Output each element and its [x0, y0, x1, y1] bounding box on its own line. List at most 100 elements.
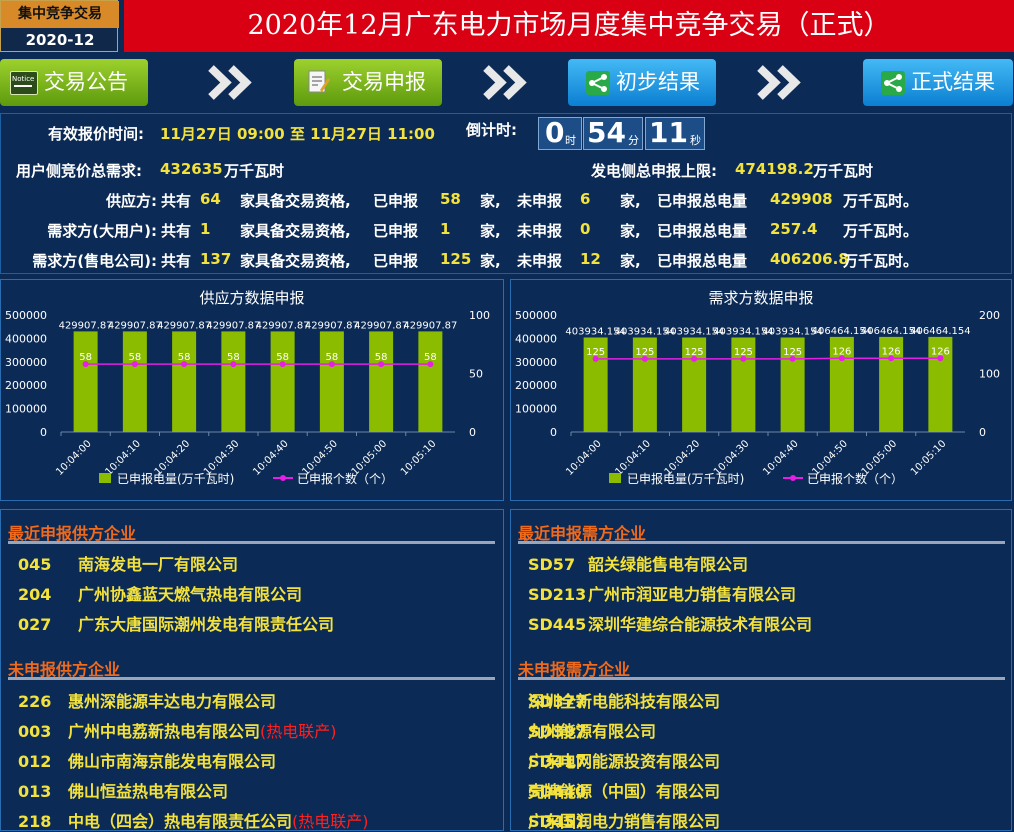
company-name: 壳牌能源（中国）有限公司 [528, 782, 721, 801]
demand-label: 用户侧竞价总需求: [16, 162, 142, 180]
y-tick-label: 300000 [515, 356, 557, 369]
time-label: 有效报价时间: [48, 125, 144, 143]
company-name: 广东电网能源投资有限公司 [528, 752, 721, 771]
list-item[interactable]: SD445 深圳华建综合能源技术有限公司 [528, 611, 812, 635]
list-item[interactable]: 013 佛山恒益热电有限公司 [18, 778, 228, 802]
legend-bar-label: 已申报电量(万千瓦时) [117, 471, 234, 486]
list-item[interactable]: 204 广州协鑫蓝天燃气热电有限公司 [18, 581, 302, 605]
text-energy: 已申报总电量 [657, 222, 748, 240]
line-data-label: 58 [227, 352, 240, 363]
y-tick-label: 500000 [5, 309, 47, 322]
recent-supply-title: 最近申报供方企业 [8, 524, 137, 543]
text-undeclared: 未申报 [517, 192, 563, 210]
line-data-label: 126 [931, 346, 950, 357]
y-tick-label: 100000 [5, 403, 47, 416]
text-energy: 已申报总电量 [657, 192, 748, 210]
line-point [230, 361, 237, 368]
company-name: 佛山市南海京能发电有限公司 [68, 752, 277, 771]
party-total: 1 [200, 220, 211, 238]
text-home: 家, [480, 222, 501, 240]
legend-bar-label: 已申报电量(万千瓦时) [627, 471, 744, 486]
company-name: 中电（四会）热电有限责任公司 [68, 812, 293, 831]
line-data-label: 58 [424, 352, 437, 363]
party-label: 需求方(售电公司): [32, 252, 157, 270]
party-energy: 429908 [770, 190, 833, 208]
list-item[interactable]: 012 佛山市南海京能发电有限公司 [18, 748, 276, 772]
company-code: 218 [18, 812, 52, 831]
divider [8, 541, 495, 544]
preliminary-result-button[interactable]: 初步结果 [568, 59, 716, 106]
company-code: 027 [18, 615, 52, 634]
list-item[interactable]: SD417广东电网能源投资有限公司 [528, 752, 721, 771]
text-total: 共有 [161, 222, 192, 240]
list-item[interactable]: SD57 韶关绿能售电有限公司 [528, 551, 748, 575]
list-item[interactable]: SD377深圳全新电能科技有限公司 [528, 692, 721, 711]
official-result-button[interactable]: 正式结果 [863, 59, 1013, 106]
company-code: 226 [18, 692, 52, 711]
text-total: 共有 [161, 252, 192, 270]
line-data-label: 126 [882, 346, 901, 357]
y-tick-label: 300000 [5, 356, 47, 369]
chart-title: 需求方数据申报 [708, 289, 814, 307]
company-name: 佛山恒益热电有限公司 [68, 782, 229, 801]
legend-bar-swatch [609, 473, 621, 483]
legend-bar-swatch [99, 473, 111, 483]
list-item[interactable]: 003 广州中电荔新热电有限公司(热电联产) [18, 718, 337, 742]
line-point [740, 355, 747, 362]
info-panel [0, 113, 1012, 274]
line-data-label: 125 [734, 347, 753, 358]
undeclared-demand-title: 未申报需方企业 [518, 660, 631, 679]
text-undeclared: 未申报 [517, 252, 563, 270]
list-item[interactable]: SD213 广州市润亚电力销售有限公司 [528, 581, 796, 605]
share-icon [586, 71, 610, 95]
line-point [279, 361, 286, 368]
text-qualified: 家具备交易资格, [240, 222, 351, 240]
party-energy: 406206.8 [770, 250, 849, 268]
list-item[interactable]: SD397九州能源有限公司 [528, 722, 657, 741]
y-tick-label: 400000 [515, 332, 557, 345]
company-name: 南海发电一厂有限公司 [78, 555, 239, 574]
list-item[interactable]: 045 南海发电一厂有限公司 [18, 551, 238, 575]
list-item[interactable]: 226 惠州深能源丰达电力有限公司 [18, 688, 276, 712]
legend-line-label: 已申报个数（个） [297, 471, 393, 486]
bar-data-label: 406464.154 [910, 326, 970, 337]
x-tick-label: 10:04:00 [564, 438, 604, 478]
company-code: SD445 [528, 615, 587, 634]
company-name: 九州能源有限公司 [528, 722, 657, 741]
badge-title: 集中竞争交易 [1, 1, 119, 28]
bar-data-label: 429907.87 [157, 320, 211, 331]
bar-data-label: 429907.87 [108, 320, 162, 331]
list-item[interactable]: 027 广东大唐国际潮州发电有限责任公司 [18, 611, 334, 635]
company-code: 012 [18, 752, 52, 771]
declare-button[interactable]: 交易申报 [294, 59, 442, 106]
line-data-label: 58 [375, 352, 388, 363]
supply-limit-unit: 万千瓦时 [813, 162, 874, 180]
x-tick-label: 10:05:10 [399, 438, 439, 478]
list-item[interactable]: SD440壳牌能源（中国）有限公司 [528, 782, 721, 801]
line-point [838, 355, 845, 362]
party-label: 供应方: [106, 192, 157, 210]
undeclared-supply-title: 未申报供方企业 [8, 660, 121, 679]
y2-tick-label: 200 [979, 309, 1000, 322]
text-home: 家, [480, 252, 501, 270]
preliminary-result-label: 初步结果 [616, 70, 700, 94]
line-point [937, 355, 944, 362]
demand-value: 432635 [160, 160, 223, 178]
list-item[interactable]: 218 中电（四会）热电有限责任公司(热电联产) [18, 808, 369, 832]
list-item[interactable]: SD451广东国润电力销售有限公司 [528, 812, 721, 831]
company-code: 204 [18, 585, 52, 604]
countdown-label: 倒计时: [466, 121, 517, 139]
bar [829, 336, 854, 432]
line-point [888, 355, 895, 362]
text-declared: 已申报 [373, 222, 419, 240]
party-declared: 125 [440, 250, 472, 268]
line-data-label: 58 [178, 352, 191, 363]
line-point [427, 361, 434, 368]
company-name: 广州市润亚电力销售有限公司 [588, 585, 797, 604]
bar [270, 331, 295, 432]
company-name: 韶关绿能售电有限公司 [588, 555, 749, 574]
divider [518, 541, 1005, 544]
text-energy: 已申报总电量 [657, 252, 748, 270]
bar [172, 331, 197, 432]
announcement-button[interactable]: Notice 交易公告 [0, 59, 148, 106]
